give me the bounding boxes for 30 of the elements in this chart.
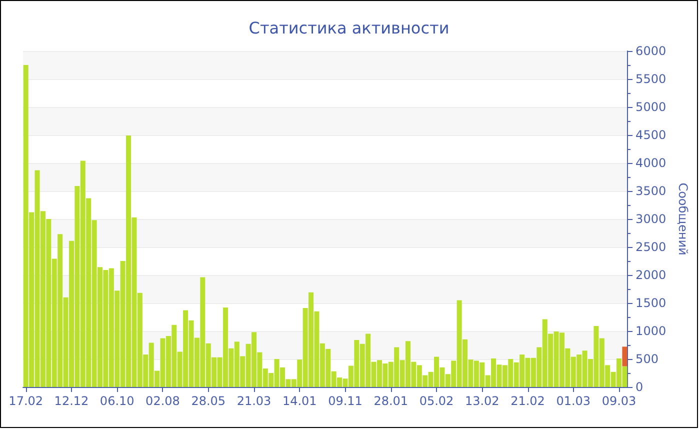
y-tick-label: 2000 (636, 268, 666, 282)
y-tick-label: 1000 (636, 324, 666, 338)
chart-title: Статистика активности (248, 18, 450, 38)
y-tick-label: 5000 (636, 100, 666, 114)
y-tick-label: 6000 (636, 44, 666, 58)
y-tick-label: 1500 (636, 296, 666, 310)
x-tick-label: 21.02 (510, 394, 545, 408)
x-tick-label: 12.12 (54, 394, 89, 408)
y-tick-label: 2500 (636, 240, 666, 254)
y-tick-label: 500 (636, 352, 658, 366)
x-tick-label: 01.03 (556, 394, 591, 408)
x-tick-label: 09.03 (602, 394, 636, 408)
x-tick-label: 28.01 (374, 394, 408, 408)
y-tick-label: 4500 (636, 128, 666, 142)
y-tick-label: 3000 (636, 212, 666, 226)
y-tick-label: 3500 (636, 184, 666, 198)
x-tick-label: 06.10 (100, 394, 134, 408)
y-tick-label: 0 (636, 380, 644, 394)
x-tick-label: 28.05 (191, 394, 226, 408)
y-tick-label: 5500 (636, 72, 666, 86)
x-tick-label: 09.11 (328, 394, 362, 408)
x-tick-label: 14.01 (282, 394, 317, 408)
x-tick-label: 17.02 (8, 394, 44, 408)
x-tick-label: 05.02 (419, 394, 454, 408)
y-tick-label: 4000 (636, 156, 666, 170)
bar (622, 346, 628, 366)
x-tick-label: 21.03 (236, 394, 272, 408)
y-axis-title: Сообщений (676, 182, 690, 256)
x-tick-label: 02.08 (146, 394, 180, 408)
x-tick-label: 13.02 (464, 394, 500, 408)
